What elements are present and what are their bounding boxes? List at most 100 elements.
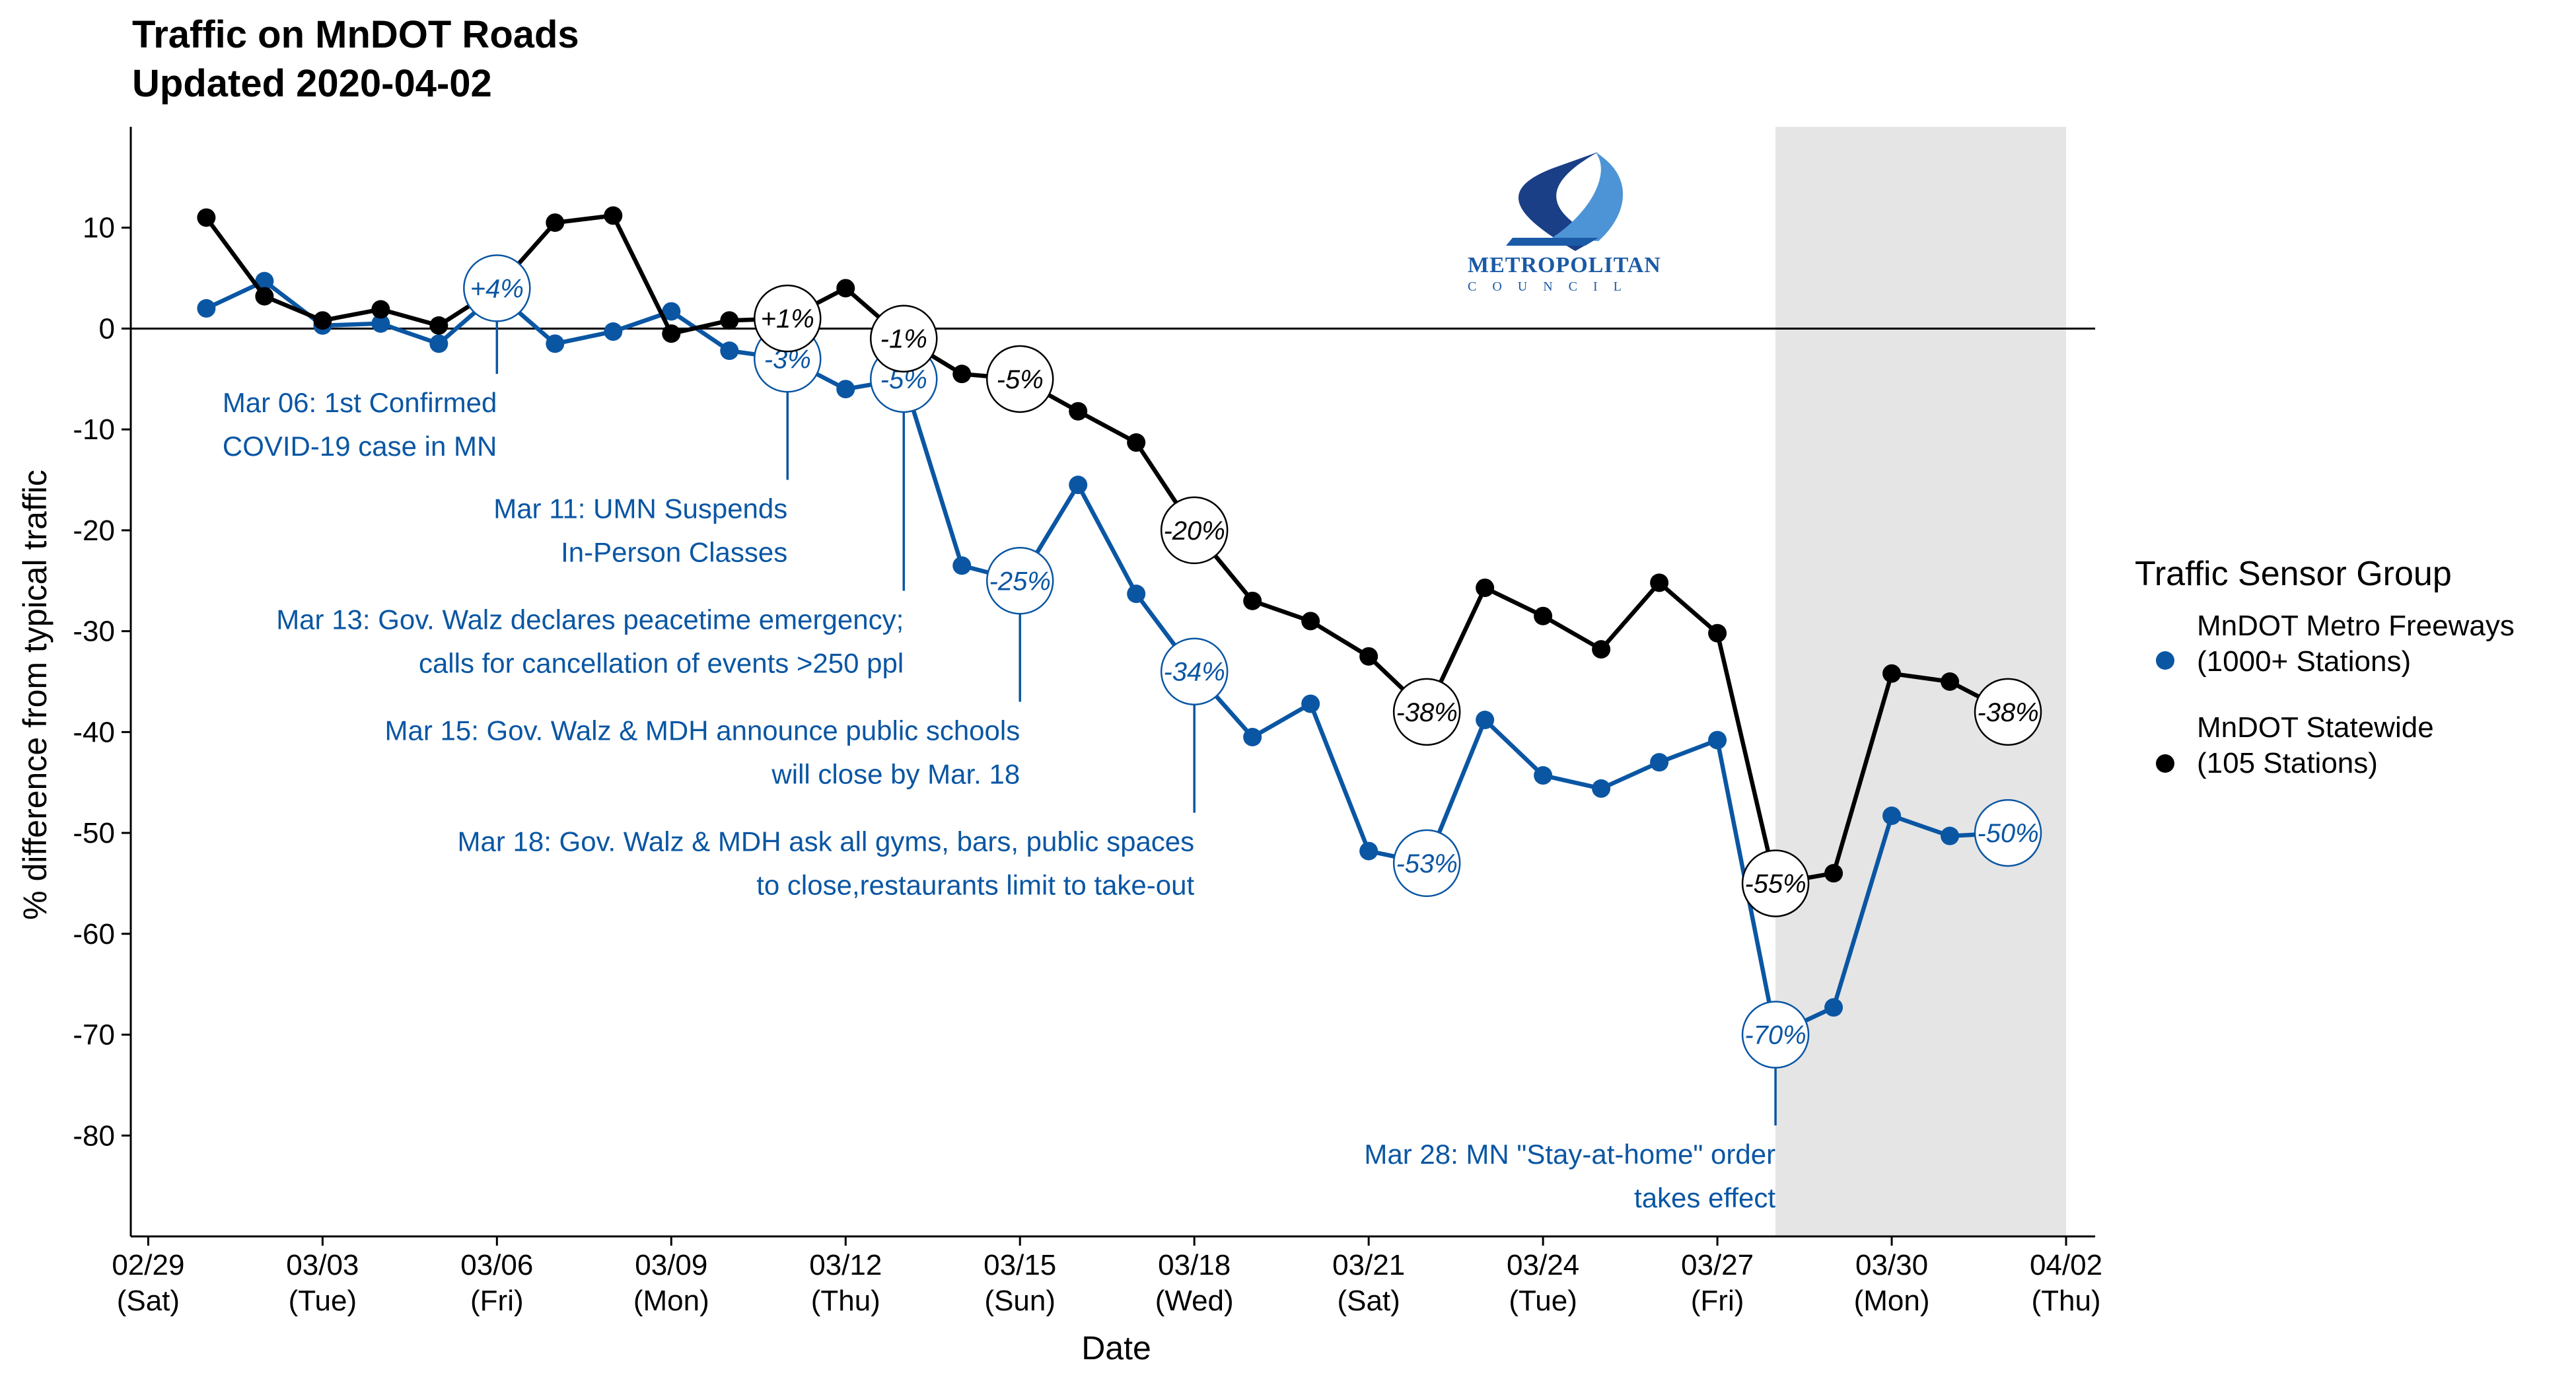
logo-text-main: METROPOLITAN (1468, 253, 1661, 277)
series-point-0 (1069, 476, 1088, 495)
x-tick-label-weekday: (Tue) (289, 1285, 357, 1317)
series-point-1 (836, 279, 855, 298)
series-point-1 (1941, 672, 1960, 691)
series-point-0 (952, 556, 972, 575)
metropolitan-council-logo: METROPOLITAN COUNCIL (1468, 152, 1661, 294)
data-label-text: -5% (997, 365, 1044, 394)
data-label-bubble (1392, 829, 1461, 898)
data-labels: +4%-3%-5%-25%-34%-53%-70%-50%+1%-1%-5%-2… (463, 254, 2042, 1069)
legend-label-metro-2: (1000+ Stations) (2197, 645, 2411, 678)
chart-subtitle: Updated 2020-04-02 (132, 62, 492, 105)
data-label-bubble (1741, 1001, 1810, 1069)
x-tick-label-date: 02/29 (112, 1249, 184, 1281)
x-axis-title: Date (1081, 1330, 1151, 1367)
x-tick-label-weekday: (Thu) (2031, 1285, 2100, 1317)
series-point-1 (1243, 591, 1262, 610)
x-tick-label-weekday: (Sat) (1337, 1285, 1400, 1317)
data-label-bubble (1392, 678, 1461, 746)
series-point-1 (1359, 647, 1378, 666)
series-point-0 (662, 302, 681, 321)
logo-swoosh-dark (1518, 152, 1598, 251)
series-point-1 (197, 208, 216, 227)
series-line-1 (204, 213, 2009, 886)
series-point-1 (1708, 623, 1727, 643)
series-point-1 (429, 316, 448, 335)
annotation-text: to close,restaurants limit to take-out (756, 870, 1194, 901)
data-label-text: -70% (1744, 1021, 1806, 1050)
data-label-bubble (985, 345, 1054, 413)
series-point-0 (1941, 826, 1960, 845)
data-label-bubble (1741, 849, 1810, 917)
series-point-1 (1301, 612, 1320, 631)
series-point-1 (720, 311, 739, 330)
legend-label-metro-1: MnDOT Metro Freeways (2197, 610, 2515, 642)
logo-swoosh-light (1552, 152, 1624, 241)
data-label-bubble (463, 254, 531, 322)
y-tick-label: 10 (83, 212, 115, 244)
logo-swoosh-mid (1506, 238, 1598, 246)
annotation-text: takes effect (1634, 1182, 1775, 1213)
logo-text-sub: COUNCIL (1468, 279, 1637, 294)
data-label-text: -25% (989, 567, 1051, 596)
legend: Traffic Sensor Group MnDOT Metro Freeway… (2135, 555, 2515, 779)
series-point-1 (255, 287, 274, 306)
x-tick-label-date: 03/03 (286, 1249, 359, 1281)
y-tick-label: -30 (73, 616, 115, 648)
y-tick-label: -10 (73, 413, 115, 446)
data-label-text: -38% (1977, 698, 2038, 727)
x-tick-label-date: 03/06 (460, 1249, 533, 1281)
x-tick-label-weekday: (Sun) (984, 1285, 1055, 1317)
y-tick-label: -60 (73, 918, 115, 950)
x-tick-label-weekday: (Thu) (811, 1285, 880, 1317)
series-point-0 (429, 334, 448, 353)
y-tick-label: -40 (73, 716, 115, 748)
data-label-text: -34% (1163, 658, 1225, 687)
x-tick-label-weekday: (Tue) (1509, 1285, 1577, 1317)
annotation-text: In-Person Classes (561, 537, 787, 568)
x-tick-label-date: 03/15 (984, 1249, 1056, 1281)
series-point-0 (1359, 841, 1378, 861)
data-label-bubble (1160, 637, 1229, 705)
series-point-0 (604, 322, 623, 341)
series-point-1 (1534, 606, 1553, 625)
series-point-0 (1650, 753, 1669, 772)
y-tick-label: 0 (99, 312, 115, 345)
data-label-bubble (754, 284, 822, 353)
data-label-bubble (985, 547, 1054, 615)
x-tick-label-weekday: (Wed) (1155, 1285, 1234, 1317)
x-tick-label-date: 03/24 (1507, 1249, 1579, 1281)
series-point-1 (604, 206, 623, 225)
x-tick-label-date: 04/02 (2030, 1249, 2102, 1281)
series-point-0 (371, 314, 390, 333)
x-tick-label-date: 03/30 (1855, 1249, 1928, 1281)
legend-label-statewide-2: (105 Stations) (2197, 747, 2378, 779)
series-point-1 (662, 324, 681, 343)
series-point-0 (1476, 711, 1495, 730)
annotation-text: Mar 06: 1st Confirmed (223, 387, 497, 418)
annotation-text: Mar 13: Gov. Walz declares peacetime eme… (276, 604, 904, 635)
data-label-text: -53% (1396, 849, 1457, 878)
series-point-0 (1301, 694, 1320, 713)
annotation-text: COVID-19 case in MN (223, 431, 497, 462)
chart-title: Traffic on MnDOT Roads (132, 13, 579, 56)
x-tick-label-weekday: (Fri) (1691, 1285, 1744, 1317)
series-point-1 (1127, 433, 1146, 452)
data-label-text: +4% (470, 274, 524, 303)
data-label-text: -55% (1744, 869, 1806, 898)
annotation-text: Mar 11: UMN Suspends (493, 493, 787, 524)
legend-key-metro (2156, 651, 2174, 670)
series-point-1 (952, 365, 972, 384)
data-label-bubble (1974, 799, 2042, 867)
y-tick-label: -70 (73, 1019, 115, 1051)
x-tick-label-weekday: (Sat) (117, 1285, 180, 1317)
data-label-bubble (869, 304, 938, 373)
x-tick-label-weekday: (Mon) (633, 1285, 709, 1317)
series-point-0 (197, 299, 216, 318)
annotation-text: Mar 28: MN "Stay-at-home" order (1364, 1139, 1775, 1170)
x-tick-label-date: 03/21 (1332, 1249, 1405, 1281)
annotation-text: calls for cancellation of events >250 pp… (419, 648, 904, 679)
data-label-text: -20% (1163, 516, 1225, 546)
legend-label-statewide-1: MnDOT Statewide (2197, 711, 2434, 744)
series-point-0 (1243, 728, 1262, 746)
